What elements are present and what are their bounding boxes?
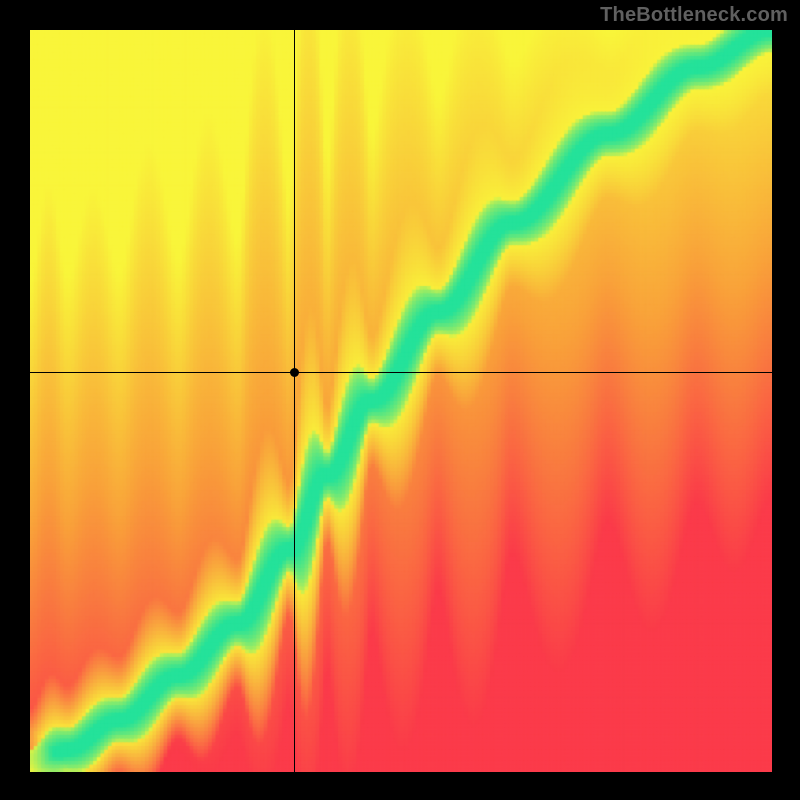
stage: TheBottleneck.com <box>0 0 800 800</box>
crosshair-marker <box>290 368 299 377</box>
watermark-text: TheBottleneck.com <box>600 4 788 27</box>
crosshair-horizontal <box>30 372 772 373</box>
crosshair-vertical <box>294 30 295 772</box>
heatmap-canvas <box>30 30 772 772</box>
heatmap-plot <box>30 30 772 772</box>
